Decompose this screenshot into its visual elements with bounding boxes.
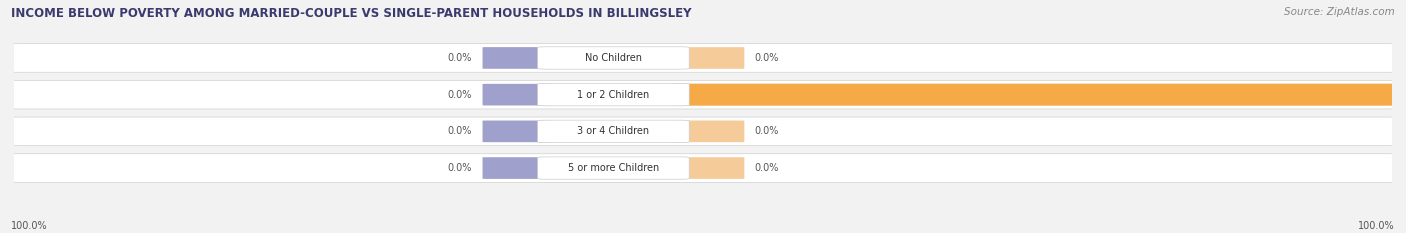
Text: 5 or more Children: 5 or more Children <box>568 163 659 173</box>
Text: 0.0%: 0.0% <box>755 53 779 63</box>
FancyBboxPatch shape <box>537 47 689 69</box>
FancyBboxPatch shape <box>0 44 1406 72</box>
FancyBboxPatch shape <box>537 157 689 179</box>
FancyBboxPatch shape <box>0 154 1406 182</box>
Text: 3 or 4 Children: 3 or 4 Children <box>578 126 650 136</box>
Text: 0.0%: 0.0% <box>449 90 472 100</box>
FancyBboxPatch shape <box>482 120 551 142</box>
FancyBboxPatch shape <box>675 47 744 69</box>
FancyBboxPatch shape <box>675 120 744 142</box>
FancyBboxPatch shape <box>482 47 551 69</box>
Text: 0.0%: 0.0% <box>449 163 472 173</box>
FancyBboxPatch shape <box>675 157 744 179</box>
Text: 100.0%: 100.0% <box>1358 221 1395 231</box>
Text: 0.0%: 0.0% <box>755 126 779 136</box>
Text: No Children: No Children <box>585 53 643 63</box>
FancyBboxPatch shape <box>482 157 551 179</box>
FancyBboxPatch shape <box>537 83 689 106</box>
Text: 0.0%: 0.0% <box>449 126 472 136</box>
Text: 0.0%: 0.0% <box>755 163 779 173</box>
FancyBboxPatch shape <box>537 120 689 143</box>
FancyBboxPatch shape <box>672 84 1406 106</box>
Text: 0.0%: 0.0% <box>449 53 472 63</box>
Text: Source: ZipAtlas.com: Source: ZipAtlas.com <box>1284 7 1395 17</box>
Text: 100.0%: 100.0% <box>11 221 48 231</box>
FancyBboxPatch shape <box>0 117 1406 146</box>
FancyBboxPatch shape <box>0 80 1406 109</box>
Text: 1 or 2 Children: 1 or 2 Children <box>578 90 650 100</box>
Text: INCOME BELOW POVERTY AMONG MARRIED-COUPLE VS SINGLE-PARENT HOUSEHOLDS IN BILLING: INCOME BELOW POVERTY AMONG MARRIED-COUPL… <box>11 7 692 20</box>
FancyBboxPatch shape <box>482 84 551 106</box>
Legend: Married Couples, Single Parents: Married Couples, Single Parents <box>596 229 810 233</box>
